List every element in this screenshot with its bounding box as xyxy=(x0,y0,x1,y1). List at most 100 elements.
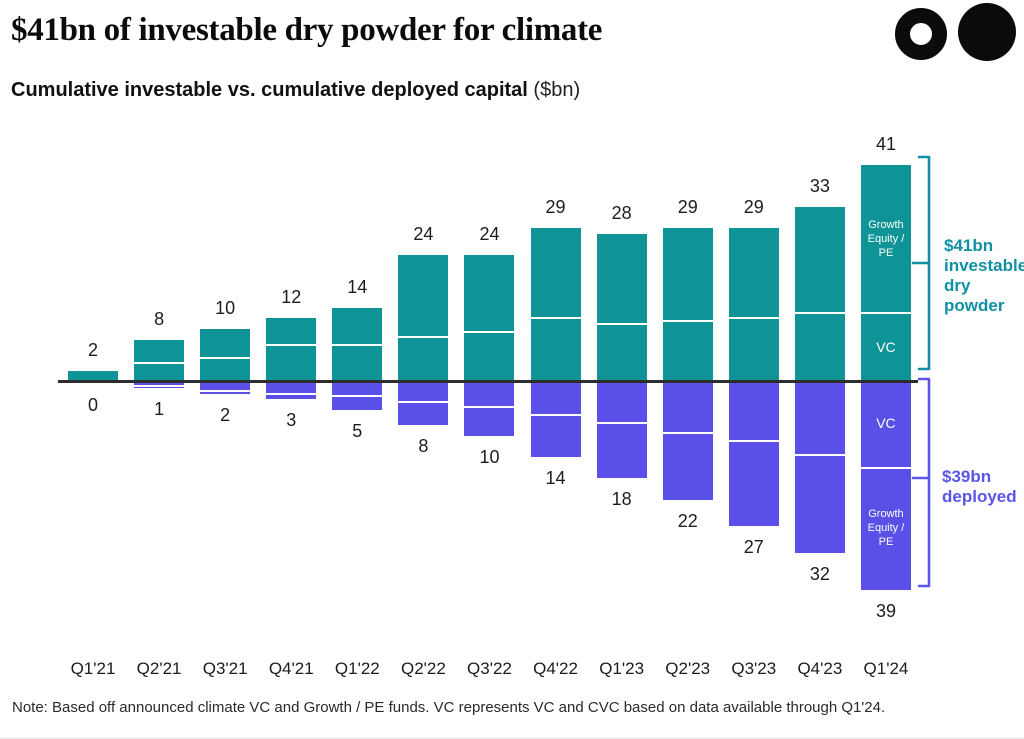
growth-equity-pe-label: Growth Equity / PE xyxy=(867,507,905,548)
segment-divider xyxy=(134,362,185,365)
deployed-bar xyxy=(266,383,317,399)
category-label: Q1'22 xyxy=(334,659,380,678)
deployed-bar xyxy=(464,383,515,436)
value-label: 24 xyxy=(413,223,434,244)
page-title: $41bn of investable dry powder for clima… xyxy=(11,12,603,48)
value-label: 12 xyxy=(281,287,302,308)
footnote: Note: Based off announced climate VC and… xyxy=(12,699,886,716)
value-label: 18 xyxy=(611,489,632,510)
segment-divider xyxy=(794,312,845,315)
segment-divider xyxy=(134,384,185,387)
segment-divider xyxy=(530,317,581,320)
investable-annotation: $41bn investable dry powder xyxy=(944,236,1024,316)
investable-bar xyxy=(728,228,779,382)
segment-divider xyxy=(398,335,449,338)
segment-divider xyxy=(662,432,713,435)
segment-divider xyxy=(464,405,515,408)
investable-bracket xyxy=(911,155,931,371)
chart-subtitle: Cumulative investable vs. cumulative dep… xyxy=(11,79,580,102)
value-label: 24 xyxy=(479,223,500,244)
x-axis-line xyxy=(58,380,918,383)
subtitle-unit: ($bn) xyxy=(527,79,581,101)
vc-label: VC xyxy=(876,338,896,355)
deployed-bar xyxy=(200,383,251,394)
value-label: 2 xyxy=(87,340,98,361)
investable-bar xyxy=(398,254,449,382)
category-label: Q3'23 xyxy=(731,659,777,678)
investable-bar xyxy=(530,228,581,382)
value-label: 5 xyxy=(352,420,363,441)
segment-divider xyxy=(596,421,647,424)
deployed-bar xyxy=(398,383,449,426)
value-label: 22 xyxy=(677,510,698,531)
value-label: 32 xyxy=(809,563,830,584)
investable-bar xyxy=(266,318,317,382)
deployed-bar xyxy=(662,383,713,500)
growth-equity-pe-label: Growth Equity / PE xyxy=(867,218,905,259)
value-label: 8 xyxy=(418,436,429,457)
logo-ring-icon xyxy=(894,8,947,60)
logo xyxy=(894,3,1016,63)
category-label: Q2'23 xyxy=(665,659,711,678)
segment-divider xyxy=(728,440,779,443)
segment-divider xyxy=(860,466,911,469)
deployed-bar xyxy=(530,383,581,458)
value-label: 10 xyxy=(479,447,500,467)
segment-divider xyxy=(332,395,383,398)
segment-divider xyxy=(398,400,449,403)
investable-bar xyxy=(596,233,647,382)
investable-annotation-line: investable xyxy=(944,256,1024,275)
value-label: 27 xyxy=(743,537,764,558)
category-label: Q4'21 xyxy=(268,659,314,678)
investable-bar xyxy=(662,228,713,382)
vc-label: VC xyxy=(876,415,896,432)
deployed-bracket xyxy=(911,377,931,588)
investable-annotation-line: $41bn xyxy=(944,236,994,255)
value-label: 29 xyxy=(743,197,764,218)
investable-bar xyxy=(68,371,118,382)
segment-divider xyxy=(332,343,383,346)
category-label: Q1'23 xyxy=(599,659,645,678)
category-label: Q1'24 xyxy=(863,659,909,678)
value-label: 2 xyxy=(220,404,231,425)
subtitle-bold: Cumulative investable vs. cumulative dep… xyxy=(11,79,528,101)
category-label: Q3'22 xyxy=(467,659,512,678)
investable-bar xyxy=(134,339,185,382)
segment-divider xyxy=(464,330,515,333)
segment-divider xyxy=(860,312,911,315)
value-label: 1 xyxy=(154,399,165,420)
investable-bar xyxy=(794,207,845,382)
value-label: 28 xyxy=(611,202,632,223)
deployed-annotation-line: $39bn xyxy=(942,467,992,486)
segment-divider xyxy=(200,389,251,392)
segment-divider xyxy=(662,320,713,323)
investable-bar xyxy=(860,164,911,382)
category-label: Q1'21 xyxy=(70,659,116,678)
segment-divider xyxy=(200,357,251,360)
value-label: 3 xyxy=(286,409,297,430)
category-label: Q4'22 xyxy=(533,659,578,678)
value-label: 33 xyxy=(809,176,830,197)
category-label: Q3'21 xyxy=(202,659,248,678)
value-label: 10 xyxy=(215,298,236,318)
segment-divider xyxy=(596,322,647,325)
investable-bar xyxy=(464,254,515,382)
deployed-bar xyxy=(728,383,779,527)
bottom-edge-strip xyxy=(0,737,1024,739)
value-label: 14 xyxy=(545,468,566,489)
investable-bar xyxy=(200,329,251,382)
category-label: Q2'21 xyxy=(136,659,182,678)
value-label: 0 xyxy=(87,395,98,415)
category-label: Q4'23 xyxy=(797,659,843,678)
value-label: 29 xyxy=(677,197,698,218)
category-label: Q2'22 xyxy=(400,659,446,678)
deployed-bar xyxy=(860,383,911,590)
deployed-bar xyxy=(794,383,845,553)
value-label: 14 xyxy=(347,276,368,297)
logo-dot-icon xyxy=(958,3,1016,61)
value-label: 39 xyxy=(875,600,896,621)
segment-divider xyxy=(266,392,317,395)
value-label: 29 xyxy=(545,197,566,218)
